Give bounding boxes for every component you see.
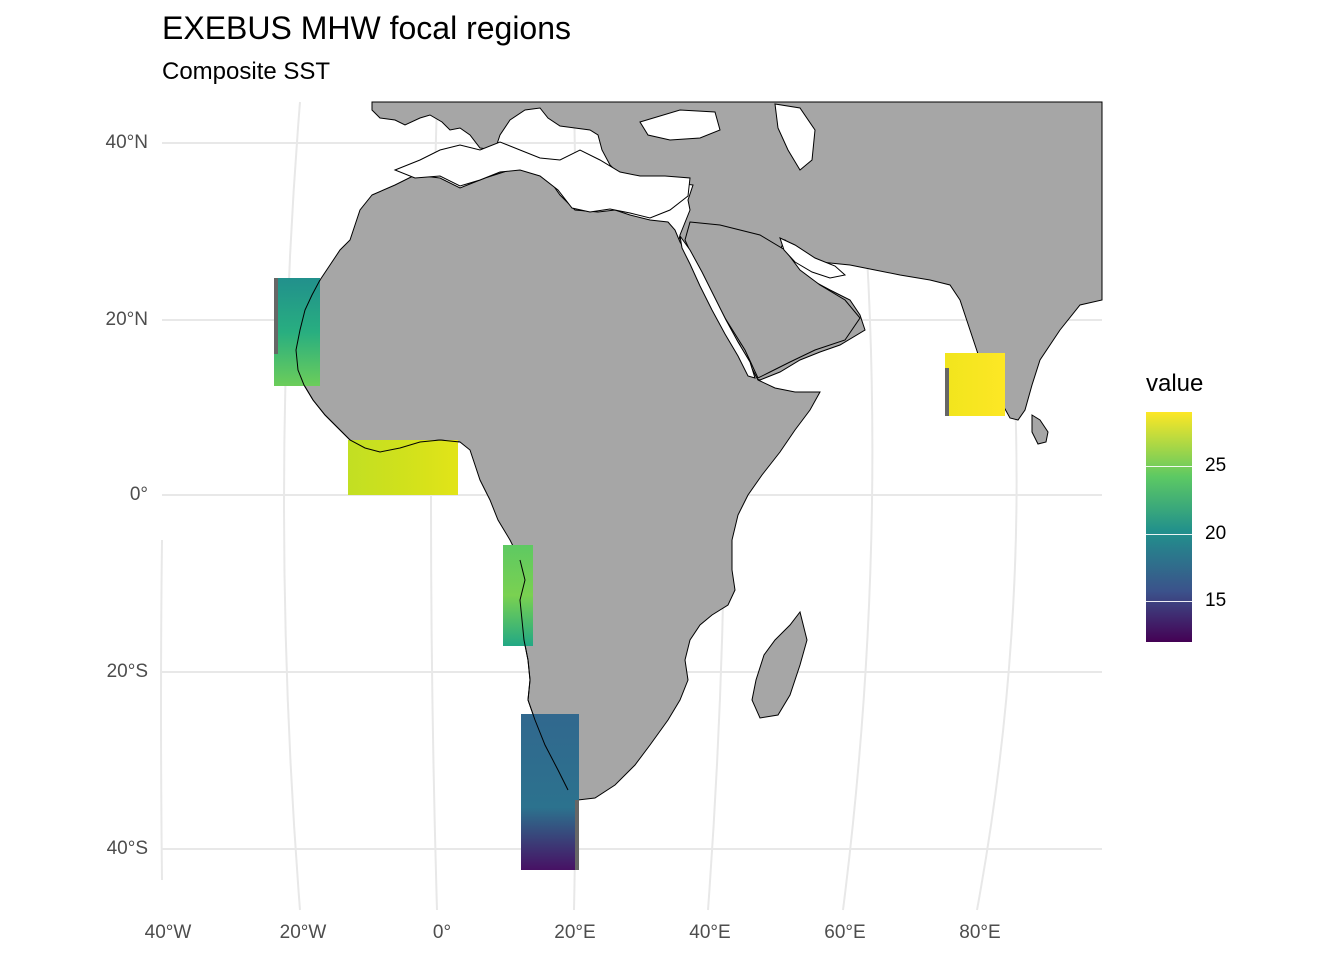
x-tick-20e: 20°E — [554, 922, 596, 943]
x-tick-20w: 20°W — [279, 922, 327, 943]
y-tick-0: 0° — [129, 484, 148, 505]
black-sea — [639, 109, 721, 141]
y-tick-20n: 20°N — [105, 309, 148, 330]
land — [295, 101, 1103, 801]
seas — [393, 103, 847, 379]
sri-lanka-landmass — [1031, 414, 1049, 445]
sw-africa-coast — [519, 559, 569, 791]
y-tick-40n: 40°N — [105, 132, 148, 153]
region-benguela-edge — [575, 800, 579, 870]
legend-title: value — [1146, 370, 1204, 397]
x-tick-40w: 40°W — [144, 922, 192, 943]
y-tick-20s: 20°S — [106, 661, 148, 682]
region-angola — [503, 545, 533, 646]
map-title: EXEBUS MHW focal regions — [162, 10, 572, 46]
region-benguela — [521, 714, 579, 870]
legend-colorbar — [1146, 412, 1192, 642]
legend-label-25: 25 — [1205, 455, 1227, 476]
west-africa-coast — [295, 279, 461, 453]
legend-tick-20 — [1146, 534, 1192, 535]
region-gulf-of-guinea — [348, 440, 458, 495]
region-sw-india — [945, 353, 1005, 416]
persian-gulf — [779, 237, 847, 279]
meridian-40w — [160, 539, 163, 881]
region-canary — [274, 278, 320, 386]
y-tick-40s: 40°S — [106, 838, 148, 859]
map-subtitle: Composite SST — [162, 58, 331, 85]
legend-tick-15 — [1146, 601, 1192, 602]
legend-label-15: 15 — [1205, 590, 1227, 611]
legend-tick-25 — [1146, 466, 1192, 467]
red-sea — [679, 235, 756, 379]
caspian-sea — [774, 103, 816, 171]
madagascar-landmass — [751, 610, 808, 719]
meridian-20w — [283, 101, 301, 911]
region-sw-india-edge — [945, 368, 949, 416]
x-tick-60e: 60°E — [824, 922, 866, 943]
x-tick-0: 0° — [432, 922, 452, 943]
region-canary-edge — [274, 278, 278, 354]
legend-label-20: 20 — [1205, 523, 1227, 544]
mediterranean-sea — [393, 141, 691, 219]
x-tick-80e: 80°E — [959, 922, 1001, 943]
graticule — [160, 101, 1102, 911]
x-tick-40e: 40°E — [689, 922, 731, 943]
sst-regions — [274, 278, 1005, 870]
